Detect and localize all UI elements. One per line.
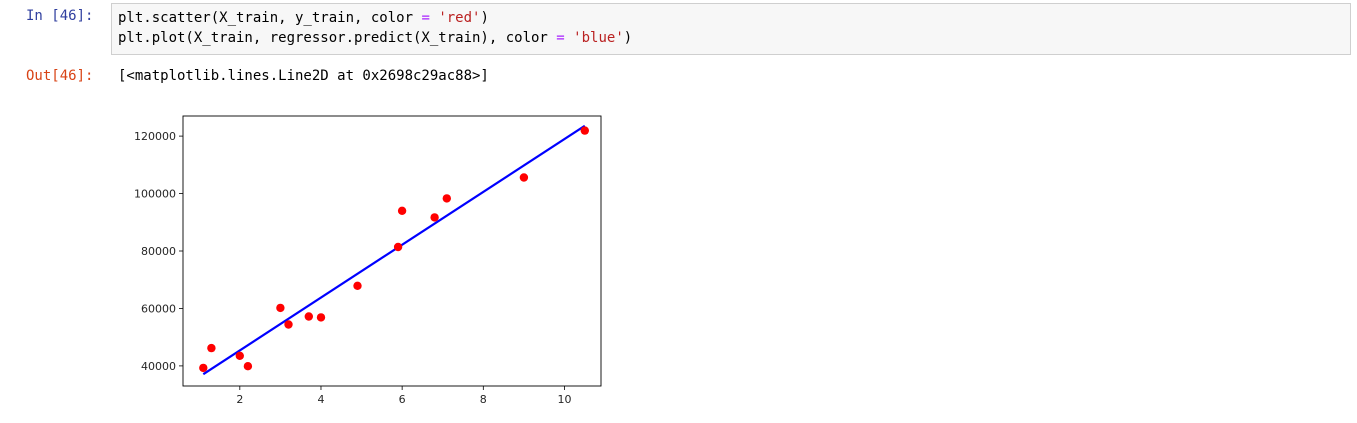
code-token	[565, 30, 573, 46]
scatter-point	[304, 312, 313, 321]
scatter-point	[519, 173, 529, 182]
x-tick-label: 8	[480, 393, 487, 406]
code-operator: =	[556, 30, 565, 46]
x-tick-label: 6	[399, 393, 406, 406]
input-prompt: In [46]:	[26, 8, 94, 24]
y-tick-label: 80000	[141, 245, 176, 258]
code-operator: =	[421, 10, 430, 26]
output-prompt: Out[46]:	[26, 68, 94, 84]
y-tick-label: 60000	[141, 302, 176, 315]
code-line-2: plt.plot(X_train, regressor.predict(X_tr…	[118, 28, 1350, 48]
code-line-1: plt.scatter(X_train, y_train, color = 'r…	[118, 8, 1350, 28]
scatter-plot-output: 2 4 6 8 10 40000 60000 80000 100000 120000	[134, 115, 602, 406]
y-tick-label: 120000	[134, 130, 176, 143]
scatter-point	[199, 363, 208, 373]
x-tick-label: 4	[317, 393, 324, 406]
regression-line	[202, 124, 586, 376]
code-string: 'blue'	[573, 30, 624, 46]
code-string: 'red'	[438, 10, 481, 26]
scatter-point	[397, 206, 407, 215]
code-token: plt.plot(X_train, regressor.predict(X_tr…	[118, 30, 557, 46]
code-token: plt.scatter(X_train, y_train, color	[118, 10, 422, 26]
y-tick-label: 100000	[134, 188, 176, 201]
scatter-point	[276, 303, 285, 313]
scatter-point	[442, 194, 451, 203]
scatter-point	[393, 242, 403, 252]
scatter-point	[430, 213, 439, 222]
output-text: [<matplotlib.lines.Line2D at 0x2698c29ac…	[118, 68, 489, 84]
x-tick-label: 2	[236, 393, 243, 406]
scatter-point	[243, 362, 253, 371]
code-token: )	[480, 10, 489, 26]
scatter-point	[284, 320, 293, 329]
scatter-point	[316, 313, 326, 322]
code-cell-editor[interactable]: plt.scatter(X_train, y_train, color = 'r…	[111, 3, 1351, 55]
scatter-point	[353, 281, 362, 290]
scatter-point	[207, 343, 216, 353]
y-tick-label: 40000	[141, 360, 176, 373]
x-tick-label: 10	[557, 393, 571, 406]
scatter-point	[580, 126, 589, 135]
scatter-point	[235, 351, 244, 360]
code-token: )	[623, 30, 633, 46]
